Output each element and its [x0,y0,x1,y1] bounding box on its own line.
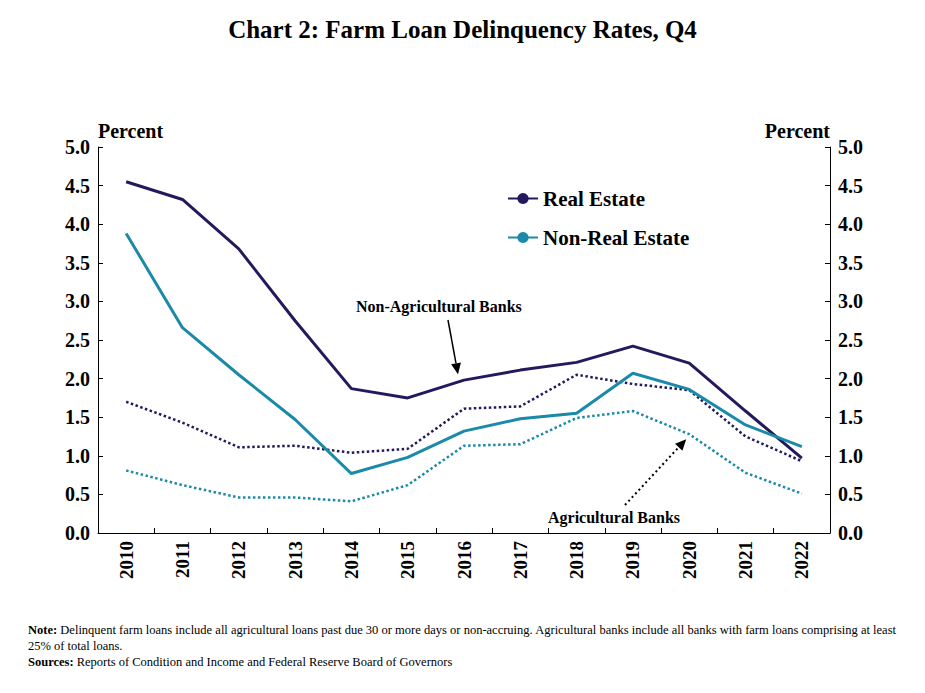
svg-text:Non-Real Estate: Non-Real Estate [543,226,689,250]
svg-text:4.0: 4.0 [65,213,90,235]
svg-text:1.0: 1.0 [838,445,863,467]
svg-text:2011: 2011 [172,541,193,578]
svg-text:0.0: 0.0 [65,522,90,544]
svg-text:0.0: 0.0 [838,522,863,544]
svg-text:1.5: 1.5 [838,406,863,428]
html-text:Sources: Reports of Condition: Sources: Reports of Condition and Income… [28,655,453,669]
svg-text:5.0: 5.0 [65,136,90,158]
svg-text:Non-Agricultural Banks: Non-Agricultural Banks [356,298,522,316]
svg-text:2.5: 2.5 [65,329,90,351]
svg-text:2014: 2014 [341,541,362,580]
svg-text:Percent: Percent [98,120,163,142]
svg-text:1.0: 1.0 [65,445,90,467]
svg-text:2021: 2021 [735,541,756,579]
svg-text:3.5: 3.5 [65,252,90,274]
svg-text:2016: 2016 [454,541,475,579]
svg-text:2.0: 2.0 [838,368,863,390]
svg-text:Real Estate: Real Estate [543,187,645,211]
svg-text:2012: 2012 [228,541,249,579]
svg-text:2022: 2022 [791,541,812,579]
svg-text:2020: 2020 [679,541,700,579]
svg-text:3.0: 3.0 [838,290,863,312]
svg-text:2.0: 2.0 [65,368,90,390]
svg-text:2015: 2015 [397,541,418,579]
svg-text:4.5: 4.5 [838,175,863,197]
svg-text:2017: 2017 [510,541,531,580]
svg-text:Chart 2: Farm Loan Delinquency: Chart 2: Farm Loan Delinquency Rates, Q4 [228,16,697,43]
svg-text:2.5: 2.5 [838,329,863,351]
html-text:Note: Delinquent farm loans in: Note: Delinquent farm loans include all … [28,623,896,653]
svg-text:2010: 2010 [116,541,137,579]
svg-text:Percent: Percent [765,120,830,142]
svg-text:3.5: 3.5 [838,252,863,274]
svg-text:Agricultural Banks: Agricultural Banks [548,509,680,527]
svg-text:0.5: 0.5 [65,483,90,505]
svg-text:4.5: 4.5 [65,175,90,197]
svg-text:2019: 2019 [622,541,643,579]
svg-text:2013: 2013 [285,541,306,579]
svg-text:3.0: 3.0 [65,290,90,312]
svg-text:4.0: 4.0 [838,213,863,235]
svg-text:0.5: 0.5 [838,483,863,505]
svg-text:5.0: 5.0 [838,136,863,158]
svg-text:2018: 2018 [566,541,587,579]
svg-text:1.5: 1.5 [65,406,90,428]
